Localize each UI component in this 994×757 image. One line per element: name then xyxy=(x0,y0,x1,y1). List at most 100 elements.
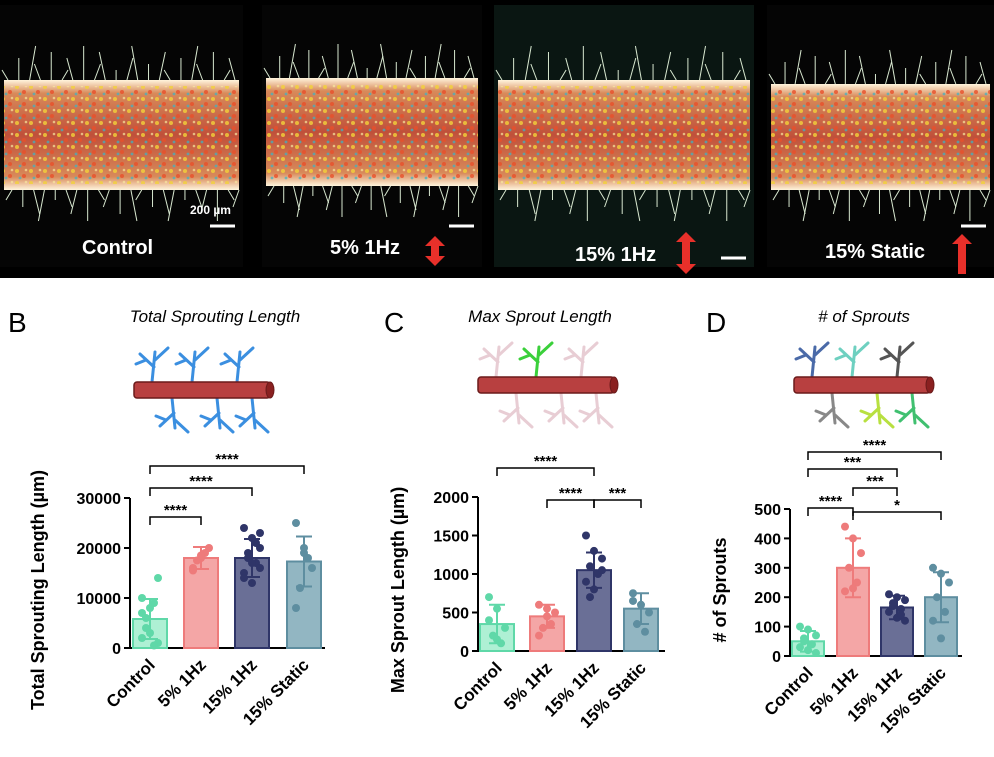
sprout xyxy=(629,57,637,81)
sprout xyxy=(318,67,326,79)
panel-label: B xyxy=(8,307,27,338)
branch xyxy=(478,341,514,379)
significance-bracket xyxy=(149,465,305,474)
strain-arrow xyxy=(952,234,972,274)
sprout xyxy=(130,189,138,222)
sprout xyxy=(858,55,866,85)
data-point xyxy=(138,609,146,617)
sprout xyxy=(559,69,567,81)
significance-label: **** xyxy=(559,485,583,502)
sprout xyxy=(66,57,74,81)
sprout xyxy=(979,189,987,201)
data-point xyxy=(885,607,893,616)
sprout xyxy=(668,189,676,215)
sprout xyxy=(33,189,41,215)
y-tick-label: 0 xyxy=(772,649,781,666)
data-point xyxy=(535,600,543,609)
data-point xyxy=(941,607,949,616)
y-tick-label: 1500 xyxy=(433,529,469,546)
sprout xyxy=(919,73,927,85)
sprout xyxy=(733,69,741,81)
branch xyxy=(543,391,579,429)
sprout xyxy=(633,189,641,222)
branch xyxy=(219,346,255,384)
branch xyxy=(814,391,850,429)
data-point xyxy=(845,563,853,572)
y-tick-label: 30000 xyxy=(77,491,122,508)
significance-bracket xyxy=(149,487,253,496)
sprout xyxy=(699,45,707,81)
y-tick-label: 2000 xyxy=(433,490,469,507)
data-point xyxy=(857,549,865,558)
significance-label: *** xyxy=(609,485,627,502)
data-point xyxy=(629,589,637,598)
data-point xyxy=(849,534,857,543)
branch xyxy=(563,341,599,379)
significance-bracket xyxy=(496,467,595,476)
sprout xyxy=(975,73,983,85)
sprout xyxy=(322,185,330,204)
y-tick-label: 100 xyxy=(754,620,781,637)
sprout xyxy=(600,51,608,81)
data-point xyxy=(901,616,909,625)
sprout xyxy=(65,189,73,208)
branch xyxy=(879,341,915,379)
chart: B Total Sprouting Length 0 10000 20000 30000 T… xyxy=(8,307,325,729)
data-point xyxy=(637,600,645,609)
x-tick-label: Control xyxy=(450,658,506,714)
data-point xyxy=(796,622,804,631)
sprout xyxy=(854,67,862,85)
sprout xyxy=(162,189,170,215)
data-point xyxy=(841,522,849,531)
sprout xyxy=(524,45,532,81)
sprout xyxy=(768,73,776,85)
data-point xyxy=(945,578,953,587)
sprout xyxy=(889,49,897,85)
sprout xyxy=(292,61,300,79)
arrow-head xyxy=(676,232,696,242)
data-point xyxy=(841,587,849,596)
data-point xyxy=(804,646,812,655)
sprout xyxy=(528,189,536,215)
sprout xyxy=(135,189,143,201)
sprout xyxy=(495,69,503,81)
sprout xyxy=(223,69,231,81)
sprout xyxy=(438,61,446,79)
vessel-end xyxy=(265,381,275,399)
significance-label: **** xyxy=(215,451,239,468)
data-point xyxy=(292,604,300,612)
sprout xyxy=(915,55,923,85)
y-axis-label: Max Sprout Length (µm) xyxy=(388,487,408,693)
data-point xyxy=(590,585,598,594)
sprout xyxy=(949,67,957,85)
sprout xyxy=(70,189,78,215)
sprout xyxy=(772,189,780,201)
vessel-end xyxy=(925,376,935,394)
scale-bar-label: 200 µm xyxy=(190,203,231,217)
microscopy-image xyxy=(494,5,754,267)
sprout xyxy=(794,49,802,85)
y-tick-label: 20000 xyxy=(77,541,122,558)
sprout xyxy=(919,189,927,215)
bar xyxy=(183,557,219,649)
data-point xyxy=(244,549,252,557)
sprout xyxy=(232,189,240,208)
data-point xyxy=(633,620,641,629)
data-point xyxy=(138,634,146,642)
data-point xyxy=(885,590,893,599)
panel-label: D xyxy=(706,307,726,338)
sprout xyxy=(380,43,388,79)
y-axis-label: Total Sprouting Length (µm) xyxy=(28,470,48,710)
branch xyxy=(134,346,170,384)
sprout xyxy=(263,67,271,79)
y-tick-label: 0 xyxy=(460,644,469,661)
significance-bracket xyxy=(593,499,642,508)
data-point xyxy=(248,559,256,567)
sprout xyxy=(351,185,359,197)
sprout xyxy=(94,63,101,81)
data-point xyxy=(645,608,653,617)
data-point xyxy=(146,604,154,612)
sprout xyxy=(98,51,106,81)
